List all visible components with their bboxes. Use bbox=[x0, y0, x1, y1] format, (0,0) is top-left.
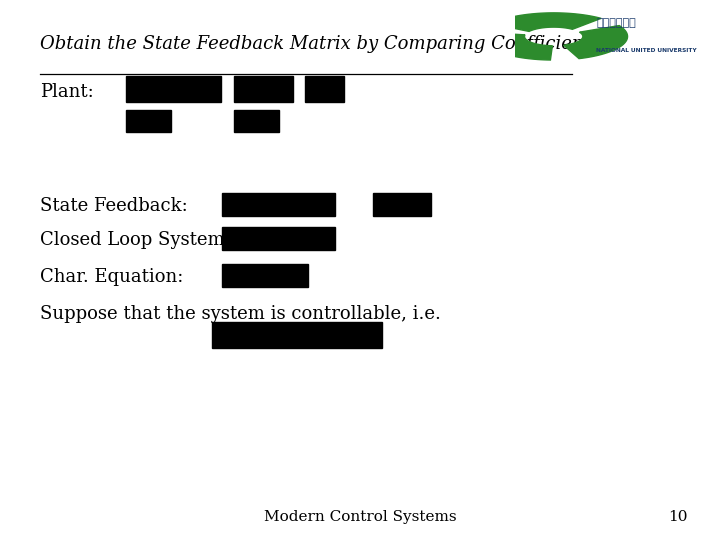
Text: NATIONAL UNITED UNIVERSITY: NATIONAL UNITED UNIVERSITY bbox=[596, 48, 697, 52]
Bar bbox=[222, 193, 335, 216]
Text: Obtain the State Feedback Matrix by Comparing Coefficients: Obtain the State Feedback Matrix by Comp… bbox=[40, 35, 600, 53]
Bar bbox=[212, 322, 382, 348]
Bar bbox=[305, 76, 344, 102]
Bar bbox=[222, 227, 335, 250]
Bar bbox=[234, 76, 293, 102]
Text: Suppose that the system is controllable, i.e.: Suppose that the system is controllable,… bbox=[40, 305, 441, 323]
Bar bbox=[126, 76, 221, 102]
Polygon shape bbox=[564, 25, 628, 59]
Text: 國立聯合大學: 國立聯合大學 bbox=[596, 18, 636, 28]
Bar bbox=[373, 193, 431, 216]
Text: 10: 10 bbox=[668, 510, 688, 524]
Text: Plant:: Plant: bbox=[40, 83, 94, 101]
Bar bbox=[126, 110, 171, 132]
Text: Closed Loop System:: Closed Loop System: bbox=[40, 231, 230, 249]
Text: Modern Control Systems: Modern Control Systems bbox=[264, 510, 456, 524]
Polygon shape bbox=[480, 32, 552, 60]
Bar bbox=[234, 110, 279, 132]
Bar bbox=[222, 264, 308, 287]
Text: Char. Equation:: Char. Equation: bbox=[40, 268, 183, 286]
Text: State Feedback:: State Feedback: bbox=[40, 197, 187, 215]
Polygon shape bbox=[492, 13, 601, 31]
